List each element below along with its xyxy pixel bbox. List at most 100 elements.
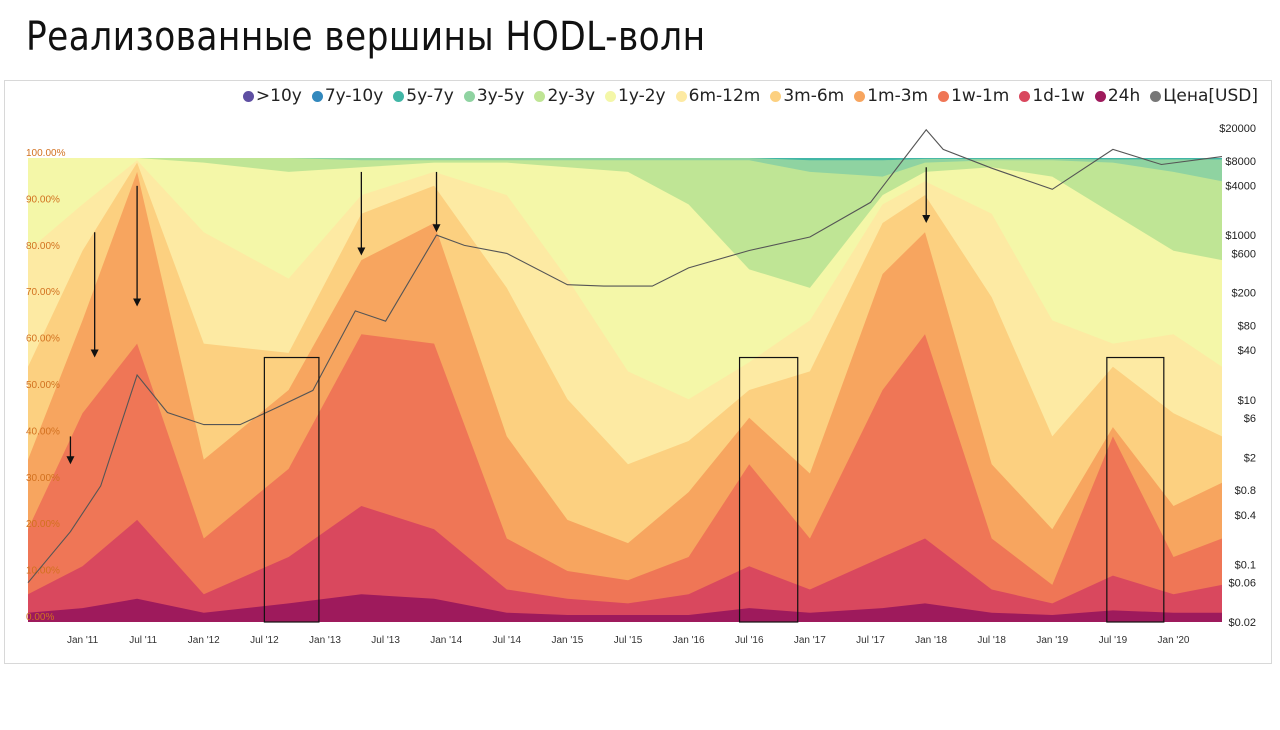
- legend-label: 7y-10y: [324, 86, 384, 106]
- x-tick-label: Jul '19: [1099, 635, 1128, 646]
- legend-swatch: [1019, 90, 1031, 102]
- x-tick-label: Jul '16: [735, 635, 764, 646]
- y-right-tick-label: $2: [1244, 452, 1256, 464]
- x-tick-label: Jan '14: [430, 635, 462, 646]
- x-tick-label: Jan '11: [67, 635, 99, 646]
- highlight-box: [738, 356, 799, 623]
- x-tick-label: Jul '17: [856, 635, 885, 646]
- legend-item[interactable]: 2y-3y: [534, 86, 595, 106]
- legend-label: >10y: [255, 86, 302, 106]
- legend-label: 24h: [1107, 86, 1141, 106]
- legend-label: 3y-5y: [476, 86, 525, 106]
- y-right-tick-label: $80: [1238, 320, 1256, 332]
- legend-swatch: [938, 90, 950, 102]
- legend-swatch: [311, 90, 323, 102]
- y-right-tick-label: $0.06: [1228, 578, 1256, 590]
- y-right-tick-label: $1000: [1225, 230, 1256, 242]
- legend-item[interactable]: 1w-1m: [938, 86, 1009, 106]
- y-right-tick-label: $40: [1238, 345, 1256, 357]
- x-tick-label: Jan '20: [1158, 635, 1190, 646]
- y-left-tick-label: 0.00%: [26, 612, 54, 623]
- y-left-tick-label: 20.00%: [26, 519, 60, 530]
- x-tick-label: Jan '16: [673, 635, 705, 646]
- band-area-24h: [28, 594, 1222, 622]
- legend-item[interactable]: 1d-1w: [1019, 86, 1085, 106]
- x-tick-label: Jan '15: [551, 635, 583, 646]
- highlight-box: [1106, 356, 1165, 623]
- y-right-tick-label: $600: [1232, 248, 1256, 260]
- y-right-tick-label: $0.8: [1235, 485, 1256, 497]
- legend-swatch: [393, 90, 405, 102]
- x-tick-label: Jan '18: [915, 635, 947, 646]
- chart-legend: >10y 7y-10y 5y-7y 3y-5y 2y-3y 1y-2y 6m-12m 3m-6…: [242, 86, 1258, 106]
- legend-swatch: [534, 90, 546, 102]
- x-tick-label: Jul '18: [977, 635, 1006, 646]
- legend-label: 3m-6m: [783, 86, 845, 106]
- price-line: [27, 128, 1223, 584]
- band-area-1d-1w: [28, 506, 1222, 622]
- legend-item[interactable]: 5y-7y: [393, 86, 454, 106]
- legend-label: 1m-3m: [867, 86, 929, 106]
- y-left-tick-label: 100.00%: [26, 148, 66, 159]
- y-left-tick-label: 60.00%: [26, 334, 60, 345]
- legend-item[interactable]: 1y-2y: [605, 86, 666, 106]
- legend-item[interactable]: 1m-3m: [854, 86, 928, 106]
- peak-arrow-head: [357, 247, 366, 256]
- y-right-tick-label: $0.1: [1235, 559, 1256, 571]
- y-right-tick-label: $0.02: [1228, 617, 1256, 629]
- y-right-tick-label: $6: [1244, 413, 1256, 425]
- y-left-tick-label: 10.00%: [26, 566, 60, 577]
- legend-swatch: [1150, 90, 1162, 102]
- x-tick-label: Jul '15: [614, 635, 643, 646]
- x-tick-label: Jul '14: [493, 635, 522, 646]
- legend-item[interactable]: 24h: [1094, 86, 1141, 106]
- x-tick-label: Jan '17: [794, 635, 826, 646]
- x-tick-label: Jan '12: [188, 635, 220, 646]
- legend-label: 6m-12m: [688, 86, 761, 106]
- y-left-tick-label: 80.00%: [26, 241, 60, 252]
- legend-item[interactable]: >10y: [242, 86, 302, 106]
- y-left-tick-label: 40.00%: [26, 426, 60, 437]
- legend-swatch: [854, 90, 866, 102]
- legend-label: 1d-1w: [1032, 86, 1085, 106]
- legend-label: 5y-7y: [406, 86, 454, 106]
- legend-label: 1w-1m: [951, 86, 1010, 106]
- legend-swatch: [770, 90, 782, 102]
- highlight-box: [263, 356, 320, 623]
- legend-swatch: [1094, 90, 1106, 102]
- peak-arrow-head: [922, 214, 931, 223]
- peak-arrow-head: [66, 456, 75, 465]
- y-left-tick-label: 90.00%: [26, 194, 60, 205]
- peak-arrow-head: [432, 224, 441, 233]
- legend-swatch: [463, 90, 475, 102]
- page-title: Реализованные вершины HODL-волн: [26, 14, 706, 60]
- legend-swatch: [675, 90, 687, 102]
- y-right-tick-label: $4000: [1225, 181, 1256, 193]
- legend-swatch: [242, 90, 254, 102]
- legend-item[interactable]: 7y-10y: [311, 86, 384, 106]
- y-right-tick-label: $200: [1232, 288, 1256, 300]
- legend-item[interactable]: 6m-12m: [675, 86, 761, 106]
- legend-item[interactable]: 3y-5y: [463, 86, 525, 106]
- legend-swatch: [605, 90, 617, 102]
- legend-item[interactable]: 3m-6m: [770, 86, 844, 106]
- y-right-tick-label: $10: [1238, 395, 1256, 407]
- x-tick-label: Jan '19: [1036, 635, 1068, 646]
- x-tick-label: Jan '13: [309, 635, 341, 646]
- y-right-tick-label: $8000: [1225, 156, 1256, 168]
- x-tick-label: Jul '12: [250, 635, 279, 646]
- peak-arrow-head: [133, 298, 142, 307]
- peak-arrow-head: [90, 349, 99, 358]
- legend-label: 2y-3y: [547, 86, 596, 106]
- y-left-tick-label: 30.00%: [26, 473, 60, 484]
- y-right-tick-label: $0.4: [1235, 510, 1256, 522]
- legend-item[interactable]: Цена[USD]: [1150, 86, 1258, 106]
- legend-label: Цена[USD]: [1163, 86, 1258, 106]
- y-right-tick-label: $20000: [1219, 123, 1256, 135]
- x-tick-label: Jul '13: [371, 635, 400, 646]
- y-left-tick-label: 50.00%: [26, 380, 60, 391]
- y-left-tick-label: 70.00%: [26, 287, 60, 298]
- x-tick-label: Jul '11: [129, 635, 157, 646]
- legend-label: 1y-2y: [618, 86, 666, 106]
